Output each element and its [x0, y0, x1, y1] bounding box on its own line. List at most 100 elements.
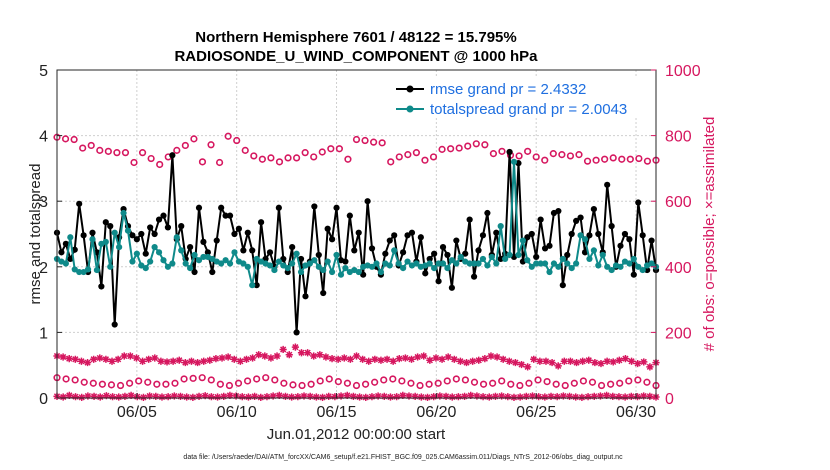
- obs-possible-marker: [147, 154, 155, 163]
- obs-assimilated-marker: [343, 391, 351, 399]
- spread-point: [84, 266, 92, 273]
- obs-possible-marker: [107, 381, 116, 389]
- rmse-point: [147, 224, 154, 231]
- rmse-point: [275, 204, 282, 211]
- obs-assimilated-marker: [627, 392, 635, 400]
- obs-assimilated-marker: [318, 393, 327, 401]
- obs-assimilated-marker: [304, 349, 312, 357]
- obs-assimilated-marker: [96, 354, 104, 362]
- spread-point: [453, 260, 460, 267]
- obs-assimilated-marker: [352, 352, 361, 360]
- obs-assimilated-marker: [96, 393, 104, 401]
- obs-assimilated-marker: [505, 357, 513, 365]
- obs-possible-marker: [481, 141, 489, 149]
- rmse-point: [351, 247, 358, 254]
- obs-possible-marker: [104, 147, 112, 155]
- obs-assimilated-marker: [510, 393, 518, 401]
- obs-assimilated-marker: [139, 393, 148, 401]
- obs-possible-marker: [87, 141, 95, 150]
- obs-assimilated-marker: [183, 393, 191, 401]
- spread-point: [617, 263, 624, 270]
- footnote: data file: /Users/raeder/DAI/ATM_forcXX/…: [183, 454, 623, 461]
- spread-point: [306, 260, 314, 267]
- spread-point: [564, 260, 571, 267]
- x-tick-label: 06/10: [217, 404, 257, 421]
- obs-assimilated-marker: [164, 393, 172, 401]
- obs-possible-marker: [558, 151, 566, 159]
- obs-possible-marker: [407, 379, 415, 387]
- obs-assimilated-marker: [328, 355, 336, 363]
- obs-assimilated-marker: [294, 393, 302, 401]
- spread-point: [160, 257, 167, 264]
- y-ticks-left: 0 1 2 3 4 5: [39, 63, 62, 408]
- obs-assimilated-marker: [467, 391, 475, 399]
- rmse-point: [417, 234, 424, 241]
- rmse-point: [577, 214, 584, 221]
- spread-point: [182, 260, 189, 267]
- rmse-point: [355, 229, 362, 236]
- obs-possible-marker: [361, 136, 369, 145]
- spread-point: [116, 244, 123, 251]
- obs-assimilated-marker: [383, 355, 391, 363]
- obs-assimilated-marker: [248, 354, 257, 362]
- obs-possible-marker: [643, 157, 652, 165]
- obs-assimilated-marker: [59, 393, 67, 401]
- spread-point: [630, 255, 637, 263]
- obs-assimilated-marker: [368, 393, 376, 401]
- obs-possible-marker: [162, 380, 170, 388]
- obs-possible-marker: [310, 153, 318, 161]
- obs-assimilated-marker: [585, 356, 593, 364]
- rmse-point: [648, 237, 655, 244]
- obs-possible-marker: [267, 154, 275, 162]
- obs-assimilated-marker: [597, 359, 605, 368]
- y-tick-label-right: 200: [665, 325, 692, 342]
- obs-assimilated-marker: [316, 351, 324, 359]
- rmse-point: [209, 268, 216, 276]
- spread-point: [608, 266, 615, 274]
- obs-possible-marker: [398, 377, 406, 385]
- rmse-point: [342, 258, 349, 265]
- obs-possible-marker: [643, 378, 651, 386]
- obs-possible-marker: [361, 380, 370, 388]
- spread-point: [555, 263, 562, 270]
- spread-point: [515, 251, 522, 259]
- obs-assimilated-marker: [355, 393, 364, 401]
- obs-assimilated-marker: [65, 391, 73, 399]
- rmse-point: [422, 270, 429, 277]
- rmse-point: [617, 242, 624, 249]
- obs-possible-marker: [334, 378, 342, 386]
- obs-assimilated-marker: [405, 392, 413, 400]
- obs-possible-marker: [549, 150, 557, 158]
- obs-possible-marker: [489, 379, 497, 387]
- obs-possible-marker: [198, 158, 207, 166]
- rmse-point: [630, 271, 637, 278]
- obs-assimilated-marker: [220, 392, 228, 400]
- rmse-point: [386, 237, 393, 244]
- y-tick-label-left: 3: [39, 194, 48, 211]
- obs-possible-marker: [138, 149, 147, 157]
- rmse-point: [435, 278, 442, 285]
- obs-assimilated-marker: [126, 352, 134, 360]
- obs-assimilated-marker: [456, 357, 465, 365]
- obs-assimilated-marker: [450, 355, 458, 363]
- rmse-point: [218, 204, 225, 211]
- obs-possible-marker: [516, 381, 524, 390]
- rmse-point: [297, 255, 305, 263]
- rmse-point: [466, 216, 473, 223]
- obs-possible-marker: [447, 145, 455, 153]
- y-tick-label-right: 400: [665, 260, 692, 277]
- obs-assimilated-marker: [522, 392, 530, 400]
- rmse-point: [382, 250, 389, 257]
- obs-possible-marker: [429, 153, 438, 161]
- obs-assimilated-marker: [146, 392, 154, 400]
- obs-assimilated-marker: [365, 357, 373, 365]
- obs-possible-marker: [570, 379, 578, 387]
- rmse-point: [102, 219, 109, 226]
- obs-possible-marker: [352, 135, 361, 144]
- obs-assimilated-marker: [77, 357, 86, 365]
- rmse-point: [315, 251, 322, 259]
- obs-possible-marker: [498, 147, 506, 155]
- obs-assimilated-marker: [359, 355, 367, 363]
- spread-point: [93, 266, 101, 274]
- obs-assimilated-marker: [269, 392, 277, 400]
